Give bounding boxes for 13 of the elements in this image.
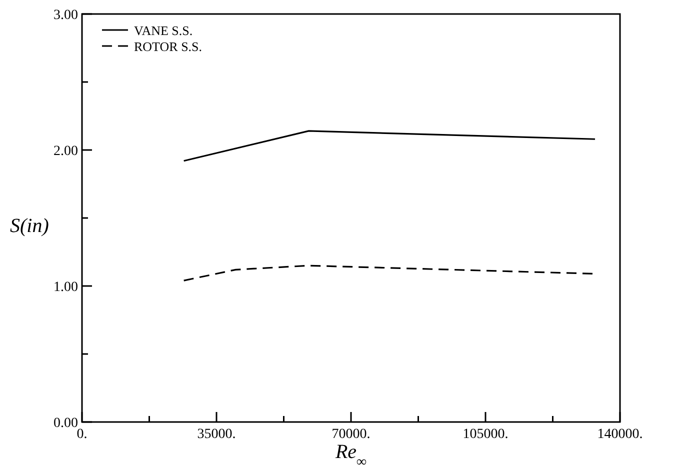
y-tick-label: 3.00 (54, 8, 78, 23)
legend-label: ROTOR S.S. (134, 39, 202, 54)
y-tick-label: 2.00 (54, 144, 78, 159)
x-axis-title: Re$_{∞}$ (334, 441, 367, 470)
y-axis-title: S(in) (10, 215, 50, 237)
x-tick-label: 70000. (332, 427, 370, 442)
x-tick-label: 140000. (597, 427, 643, 442)
y-tick-label: 0.00 (54, 416, 78, 431)
x-tick-label: 105000. (462, 427, 508, 442)
y-tick-label: 1.00 (54, 280, 78, 295)
x-tick-label: 35000. (197, 427, 236, 442)
legend-label: VANE S.S. (134, 23, 193, 38)
x-tick-label: 0. (76, 427, 88, 442)
